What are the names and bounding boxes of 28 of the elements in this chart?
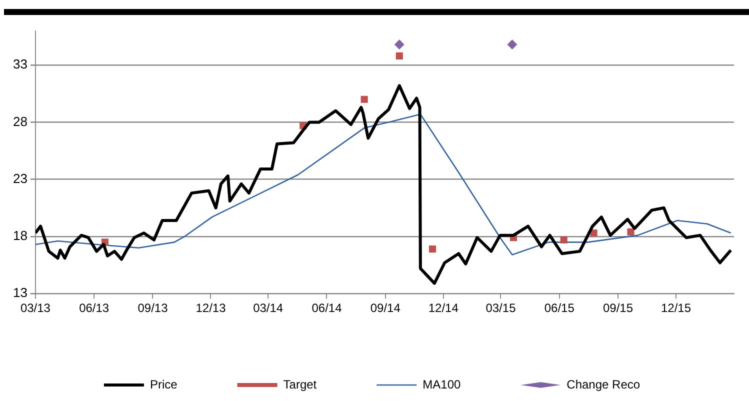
point [428, 246, 436, 253]
y-tick-label: 13 [12, 285, 28, 300]
point [560, 236, 568, 244]
point [627, 228, 634, 236]
y-tick-label: 23 [12, 170, 28, 186]
point [360, 96, 368, 103]
legend-label: Change Reco [566, 377, 640, 392]
point [507, 40, 518, 50]
x-tick-label: 12/13 [196, 301, 226, 316]
y-tick-label: 28 [12, 114, 28, 129]
point [394, 40, 404, 50]
x-tick-label: 03/13 [20, 301, 51, 316]
legend-label: MA100 [422, 377, 461, 392]
x-tick-label: 12/15 [660, 301, 692, 316]
legend-label: Target [283, 377, 318, 392]
legend-label: Price [150, 377, 178, 392]
y-tick-label: 33 [12, 56, 28, 72]
x-tick-label: 03/15 [486, 301, 516, 316]
point [396, 52, 403, 60]
x-tick-label: 06/13 [79, 301, 110, 316]
x-tick-label: 09/15 [602, 301, 634, 316]
y-tick-label: 18 [12, 228, 28, 244]
x-tick-label: 06/15 [544, 301, 575, 316]
x-tick-label: 06/14 [312, 301, 342, 316]
x-tick-label: 03/14 [253, 301, 284, 316]
x-tick-label: 09/13 [138, 301, 168, 316]
x-tick-label: 12/14 [428, 301, 459, 316]
x-tick-label: 09/14 [370, 301, 401, 316]
